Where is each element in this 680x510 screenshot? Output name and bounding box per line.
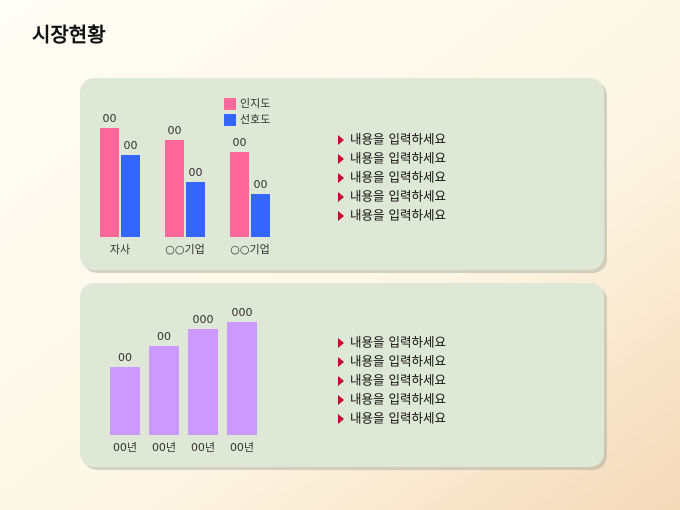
bullet-text: 내용을 입력하세요	[350, 373, 446, 388]
x-tick-label: 00년	[191, 441, 215, 454]
x-tick-label: 자사	[110, 243, 130, 256]
bar	[165, 140, 184, 237]
bar	[100, 128, 119, 237]
value-label: 00	[168, 124, 182, 137]
bullet-marker	[338, 395, 344, 405]
x-tick-label: 00년	[113, 441, 137, 454]
bar	[149, 346, 179, 435]
x-tick-label: ○○기업	[165, 243, 204, 256]
bullet-text: 내용을 입력하세요	[350, 411, 446, 426]
bullet-text: 내용을 입력하세요	[350, 354, 446, 369]
bullet-marker	[338, 376, 344, 386]
x-tick-label: 00년	[152, 441, 176, 454]
x-tick-label: 00년	[230, 441, 254, 454]
bullet-marker	[338, 173, 344, 183]
legend-swatch	[224, 98, 236, 110]
bullet-text: 내용을 입력하세요	[350, 208, 446, 223]
bullet-text: 내용을 입력하세요	[350, 392, 446, 407]
legend-swatch	[224, 114, 236, 126]
bar	[227, 322, 257, 435]
bullet-text: 내용을 입력하세요	[350, 170, 446, 185]
value-label: 00	[157, 330, 171, 343]
bar	[110, 367, 140, 435]
bullet-marker	[338, 154, 344, 164]
bar	[251, 194, 270, 237]
bar	[186, 182, 205, 237]
value-label: 00	[124, 139, 138, 152]
bullet-marker	[338, 338, 344, 348]
value-label: 00	[103, 112, 117, 125]
bar	[188, 329, 218, 435]
bullet-text: 내용을 입력하세요	[350, 189, 446, 204]
bullet-marker	[338, 414, 344, 424]
slide-title: 시장현황	[32, 23, 106, 47]
value-label: 00	[254, 178, 268, 191]
bullet-text: 내용을 입력하세요	[350, 335, 446, 350]
bar	[121, 155, 140, 237]
legend-label: 선호도	[240, 113, 270, 126]
legend-label: 인지도	[240, 97, 270, 110]
bullet-marker	[338, 211, 344, 221]
value-label: 000	[193, 313, 214, 326]
value-label: 00	[118, 351, 132, 364]
value-label: 00	[233, 136, 247, 149]
value-label: 00	[189, 166, 203, 179]
bullet-marker	[338, 357, 344, 367]
bullet-marker	[338, 135, 344, 145]
bar	[230, 152, 249, 237]
bullet-text: 내용을 입력하세요	[350, 132, 446, 147]
x-tick-label: ○○기업	[230, 243, 269, 256]
bullet-text: 내용을 입력하세요	[350, 151, 446, 166]
bullet-marker	[338, 192, 344, 202]
panel	[80, 78, 604, 270]
value-label: 000	[232, 306, 253, 319]
